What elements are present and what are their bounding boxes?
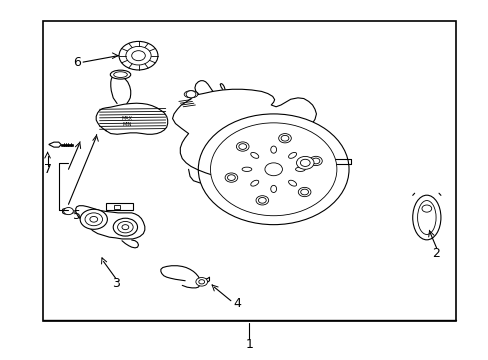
Circle shape	[296, 157, 313, 169]
Circle shape	[198, 114, 348, 225]
Circle shape	[80, 209, 107, 229]
Bar	[106, 203, 132, 210]
Circle shape	[199, 280, 204, 284]
Text: 5: 5	[73, 209, 81, 222]
Circle shape	[238, 144, 246, 149]
Circle shape	[421, 205, 431, 212]
Ellipse shape	[184, 91, 198, 98]
Circle shape	[224, 173, 237, 182]
Text: 7: 7	[43, 163, 51, 176]
Polygon shape	[49, 142, 61, 147]
Circle shape	[119, 41, 158, 70]
Text: 6: 6	[73, 55, 81, 69]
Circle shape	[311, 158, 319, 164]
Circle shape	[264, 163, 282, 176]
Circle shape	[256, 196, 268, 205]
Ellipse shape	[417, 201, 435, 234]
Bar	[114, 205, 120, 208]
Circle shape	[309, 156, 322, 166]
Ellipse shape	[128, 59, 148, 65]
Circle shape	[227, 175, 235, 180]
Circle shape	[90, 216, 98, 222]
Circle shape	[210, 123, 336, 216]
Circle shape	[196, 278, 207, 286]
Ellipse shape	[270, 185, 276, 193]
Ellipse shape	[110, 70, 130, 79]
Text: MIN: MIN	[122, 122, 131, 127]
Circle shape	[300, 189, 308, 195]
Ellipse shape	[288, 180, 296, 186]
Circle shape	[125, 46, 151, 65]
Circle shape	[85, 213, 102, 226]
Ellipse shape	[250, 180, 258, 186]
Circle shape	[117, 221, 133, 233]
Circle shape	[122, 225, 128, 230]
Text: 3: 3	[111, 277, 120, 290]
Circle shape	[298, 187, 310, 197]
Circle shape	[236, 142, 248, 151]
Ellipse shape	[288, 152, 296, 158]
Circle shape	[113, 218, 137, 236]
Ellipse shape	[242, 167, 251, 171]
Text: 1: 1	[245, 338, 253, 351]
Ellipse shape	[250, 152, 258, 158]
Text: 4: 4	[233, 297, 241, 310]
Circle shape	[63, 207, 73, 215]
Text: 2: 2	[432, 247, 440, 260]
Bar	[42, 21, 455, 321]
Circle shape	[278, 134, 291, 143]
Circle shape	[186, 91, 196, 98]
Text: MAX: MAX	[121, 116, 132, 121]
Circle shape	[258, 198, 265, 203]
Ellipse shape	[412, 195, 440, 240]
Circle shape	[281, 135, 288, 141]
Ellipse shape	[295, 167, 305, 171]
Ellipse shape	[270, 146, 276, 153]
Circle shape	[300, 159, 309, 166]
Circle shape	[131, 51, 145, 61]
Ellipse shape	[114, 72, 127, 77]
